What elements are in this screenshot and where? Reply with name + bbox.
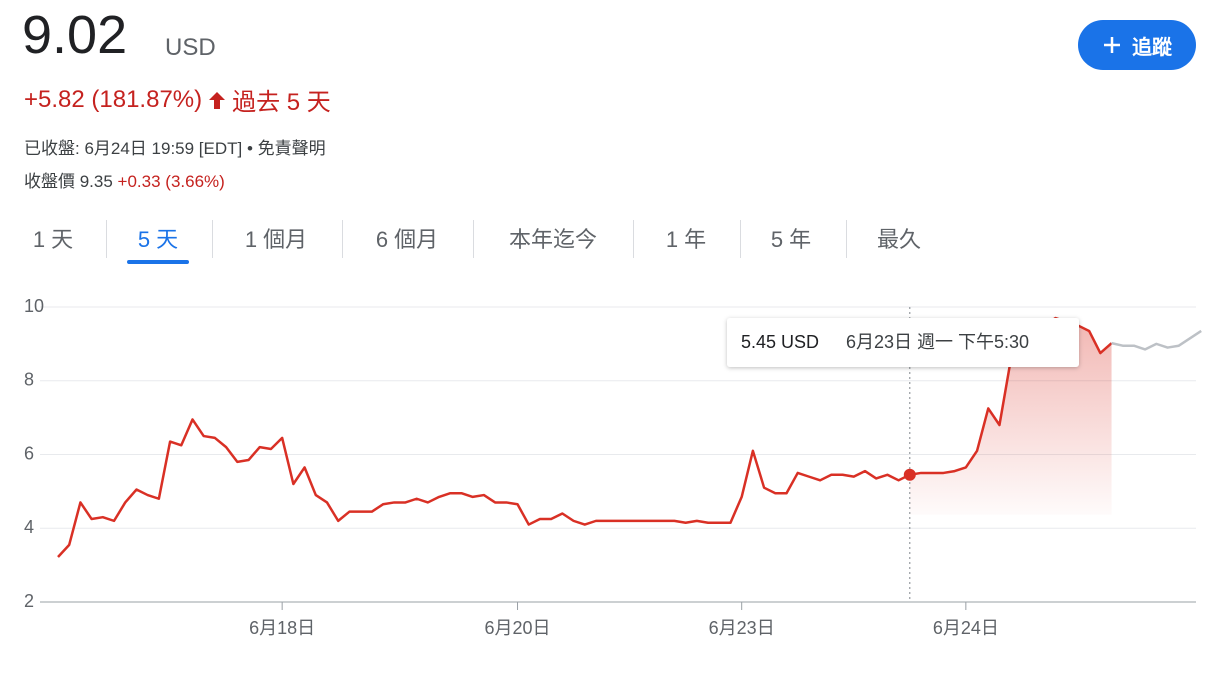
x-tick-label: 6月23日	[709, 618, 775, 638]
tooltip-value: 5.45 USD	[741, 332, 819, 352]
tab-separator	[633, 220, 634, 258]
tab[interactable]: 1 年	[665, 227, 707, 252]
tab-separator	[473, 220, 474, 258]
tab[interactable]: 1 天	[32, 227, 74, 252]
y-tick-label: 6	[24, 443, 34, 463]
price: 9.02	[22, 5, 128, 65]
x-tick-label: 6月18日	[249, 618, 315, 638]
tooltip-box	[727, 318, 1079, 367]
up-arrow	[209, 91, 226, 109]
tab[interactable]: 最久	[876, 227, 922, 252]
close-change: +0.33 (3.66%)	[117, 172, 225, 191]
tab[interactable]: 1 個月	[244, 227, 308, 252]
close-row: 收盤價 9.35 +0.33 (3.66%)	[24, 167, 225, 192]
y-tick-label: 10	[24, 296, 44, 316]
y-tick-label: 2	[24, 591, 34, 611]
tab-separator	[212, 220, 213, 258]
price-line	[57, 316, 1113, 558]
close-price: 收盤價 9.35	[24, 172, 113, 191]
tab-separator	[740, 220, 741, 258]
hover-marker	[903, 468, 916, 481]
currency: USD	[165, 34, 216, 61]
tab[interactable]: 6 個月	[375, 227, 439, 252]
status: 已收盤: 6月24日 19:59 [EDT] • 免責聲明	[24, 139, 326, 158]
tab[interactable]: 5 天	[137, 227, 179, 252]
change: +5.82 (181.87%)	[24, 85, 203, 113]
plus-icon	[1104, 37, 1120, 53]
tab[interactable]: 5 年	[770, 227, 812, 252]
price-line	[1111, 329, 1202, 351]
highlight-area	[909, 318, 1112, 515]
active-underline	[127, 260, 189, 264]
follow-label: 追蹤	[1132, 36, 1172, 59]
x-tick-label: 6月24日	[933, 618, 999, 638]
x-tick-label: 6月20日	[485, 618, 551, 638]
tooltip-time: 6月23日 週一 下午5:30	[846, 332, 1029, 352]
tab-separator	[846, 220, 847, 258]
change-row: +5.82 (181.87%) 過去 5 天	[24, 82, 331, 117]
tab-separator	[106, 220, 107, 258]
tab-separator	[342, 220, 343, 258]
y-tick-label: 8	[24, 370, 34, 390]
period: 過去 5 天	[232, 89, 331, 116]
tab[interactable]: 本年迄今	[508, 227, 598, 252]
y-tick-label: 4	[24, 517, 34, 537]
follow-button[interactable]: 追蹤	[1078, 20, 1196, 70]
